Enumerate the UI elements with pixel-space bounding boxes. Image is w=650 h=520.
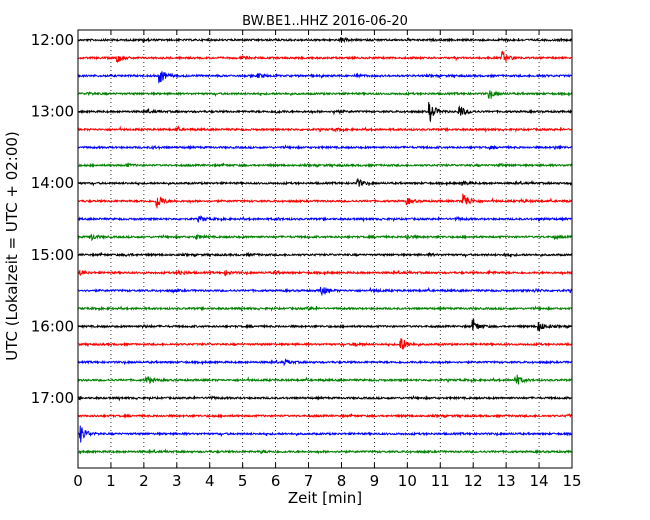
trace-line [77,125,573,133]
x-tick-label: 4 [205,472,215,490]
trace-line [77,305,573,312]
trace-line [77,90,573,99]
x-tick-label: 11 [431,472,450,490]
trace-line [77,50,573,63]
y-tick-label: 14:00 [31,174,74,192]
trace-line [77,357,573,367]
x-tick-label: 1 [106,472,116,490]
vertical-gridlines [110,30,540,468]
x-tick-label: 2 [139,472,149,490]
trace-line [77,70,573,84]
y-tick-label: 12:00 [31,31,74,49]
x-tick-label: 14 [530,472,549,490]
y-tick-label: 16:00 [31,317,74,335]
y-axis-label: UTC (Lokalzeit = UTC + 02:00) [3,131,21,361]
y-tick-label: 17:00 [31,389,74,407]
trace-line [77,269,573,277]
x-tick-label: 5 [238,472,248,490]
x-tick-label: 15 [562,472,581,490]
x-tick-label: 8 [337,472,347,490]
x-tick-label: 6 [271,472,281,490]
trace-line [77,162,573,169]
y-tick-label: 13:00 [31,103,74,121]
x-tick-label: 13 [497,472,516,490]
x-tick-label: 0 [73,472,83,490]
y-tick-label: 15:00 [31,246,74,264]
trace-line [77,101,573,123]
trace-line [77,413,573,419]
trace-line [77,394,573,402]
trace-line [77,144,573,151]
trace-line [77,215,573,223]
trace-line [77,374,573,385]
chart-title: BW.BE1..HHZ 2016-06-20 [242,14,408,29]
trace-line [77,178,573,187]
x-tick-label: 12 [464,472,483,490]
x-tick-label: 9 [370,472,380,490]
x-tick-label: 3 [172,472,182,490]
trace-line [77,448,573,455]
x-tick-label: 7 [304,472,314,490]
trace-line [77,251,573,259]
trace-line [77,425,573,443]
axis-ticks: 0 1 2 3 4 5 6 7 8 9 10 11 12 13 14 1512:0013:0014:0015:… [31,30,582,490]
trace-line [77,193,573,209]
plot-frame [77,29,573,469]
x-axis-label: Zeit [min] [288,489,362,507]
trace-line [77,318,573,332]
seismic-traces [77,36,573,455]
x-tick-label: 10 [398,472,417,490]
trace-line [77,286,573,297]
trace-line [77,233,573,242]
trace-line [77,36,573,44]
trace-line [77,338,573,351]
